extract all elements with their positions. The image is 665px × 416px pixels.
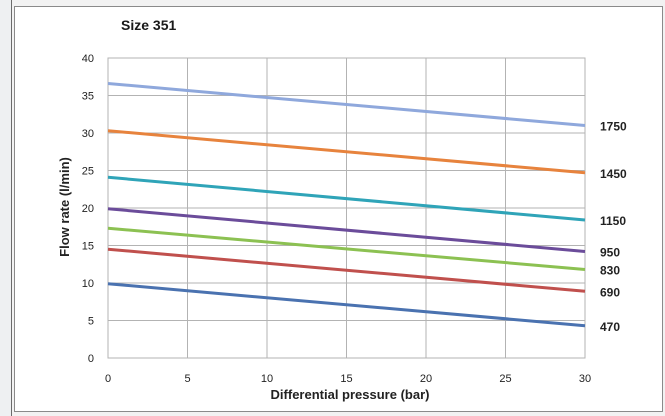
x-tick-label: 10: [261, 373, 273, 385]
series-label-1150: 1150: [600, 214, 626, 228]
y-axis-label: Flow rate (l/min): [57, 157, 72, 257]
x-tick-label: 30: [579, 373, 591, 385]
x-tick-label: 15: [340, 373, 352, 385]
series-line-1150: [107, 175, 586, 222]
y-tick-label: 35: [82, 91, 94, 103]
window-left-edge: [0, 0, 12, 416]
series-line-1450: [107, 129, 586, 175]
series-line-470: [107, 282, 586, 328]
series-label-1750: 1750: [600, 120, 627, 134]
series-line-830: [107, 226, 586, 271]
series-line-690: [107, 247, 586, 293]
series-label-830: 830: [600, 264, 620, 278]
y-tick-label: 20: [82, 203, 94, 215]
y-tick-label: 25: [82, 166, 94, 178]
x-tick-label: 20: [420, 373, 432, 385]
series-label-950: 950: [600, 246, 620, 260]
x-axis-label: Differential pressure (bar): [271, 387, 430, 402]
axis-ticks: 0 5 10 15 20 25 30 35 40 0 5 10 15 20 25 30: [82, 53, 591, 385]
series-line-1750: [107, 82, 586, 127]
y-tick-label: 15: [82, 241, 94, 253]
series-labels: 1750 1450 1150 950 830 690 470: [600, 120, 627, 334]
series-label-470: 470: [600, 320, 620, 334]
y-tick-label: 40: [82, 53, 94, 65]
y-tick-label: 5: [88, 316, 94, 328]
series-label-690: 690: [600, 285, 620, 299]
y-tick-label: 10: [82, 278, 94, 290]
chart-grid: [107, 57, 586, 359]
series-line-950: [107, 207, 586, 253]
y-tick-label: 0: [88, 353, 94, 365]
series-lines: [107, 82, 586, 328]
y-tick-label: 30: [82, 128, 94, 140]
x-tick-label: 5: [184, 373, 190, 385]
series-label-1450: 1450: [600, 167, 627, 181]
x-tick-label: 25: [499, 373, 511, 385]
x-tick-label: 0: [105, 373, 111, 385]
chart-title: Size 351: [121, 17, 176, 33]
